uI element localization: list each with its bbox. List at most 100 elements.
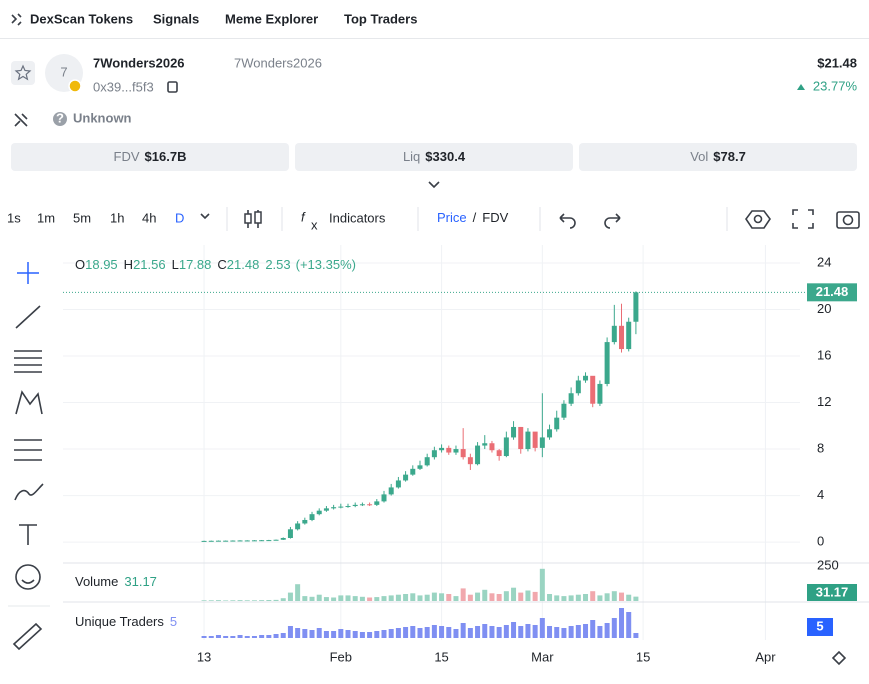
volume-bar [352, 596, 358, 601]
ohlc-key: O [75, 257, 85, 272]
volume-bar [395, 594, 401, 601]
volume-bar [633, 596, 639, 601]
interval-button[interactable]: D [175, 210, 184, 225]
star-button[interactable] [11, 61, 35, 85]
settings[interactable] [745, 210, 771, 229]
traders-bar [431, 625, 437, 638]
candle-body [532, 431, 538, 448]
candle-body [230, 540, 236, 542]
fullscreen[interactable] [792, 209, 814, 229]
crosshair-tool[interactable] [17, 262, 39, 284]
fx-icon: f [301, 209, 306, 224]
candle-body [561, 403, 567, 418]
interval-button[interactable]: 1h [110, 210, 124, 225]
brush-tool[interactable] [14, 483, 44, 501]
x-tick-label: 15 [434, 649, 448, 664]
interval-button[interactable]: 1m [37, 210, 55, 225]
candle-body [554, 417, 560, 430]
traders-bar [575, 625, 581, 638]
nav: DexScan Tokens Signals Meme Explorer Top… [0, 11, 869, 39]
candle-body [280, 538, 286, 540]
candle-body [331, 507, 337, 509]
traders-bar [525, 624, 531, 638]
candle-body [547, 429, 553, 438]
expand-icon[interactable] [428, 181, 440, 189]
interval-button[interactable]: 4h [142, 210, 156, 225]
volume-bar [475, 592, 481, 601]
indicators-button[interactable]: Indicators [329, 210, 386, 225]
candle-body [381, 494, 387, 502]
legend-value: 31.17 [124, 574, 157, 589]
ohlc-key: H [124, 257, 133, 272]
traders-bar [295, 628, 301, 638]
last-price-tag [807, 283, 857, 302]
stat-box [579, 143, 857, 171]
nav-item[interactable]: Signals [153, 11, 199, 26]
volume-bar [590, 591, 596, 601]
price-toggle[interactable]: Price [437, 210, 467, 225]
traders-bar [266, 635, 272, 638]
screenshot[interactable] [836, 211, 860, 229]
y-tick-label: 24 [817, 254, 831, 269]
interval-button[interactable]: 1s [7, 210, 21, 225]
candle-body [446, 447, 452, 453]
volume-bar [410, 593, 416, 601]
traders-bar [201, 636, 207, 638]
copy-icon[interactable] [167, 81, 178, 93]
fib-tool[interactable] [14, 350, 42, 373]
volume-bar [237, 600, 243, 601]
axis-settings[interactable] [831, 650, 847, 666]
stat-value: $78.7 [713, 149, 746, 164]
traders-bar [633, 633, 639, 638]
volume-bar [597, 595, 603, 601]
candle-body [259, 540, 265, 542]
volume-bar [381, 596, 387, 601]
stat-value: $16.7B [145, 149, 187, 164]
pattern-tool[interactable] [15, 390, 43, 415]
emoji-tool[interactable] [15, 564, 41, 590]
star-icon [14, 64, 32, 81]
social-icon[interactable] [14, 113, 28, 127]
volume-bar [467, 594, 473, 601]
logo-icon [11, 13, 22, 26]
drawing-tools [8, 262, 50, 651]
volume-bar [525, 590, 531, 601]
text-tool[interactable] [19, 524, 37, 545]
candle-body [568, 393, 574, 404]
traders-bar [251, 636, 257, 638]
volume-bar [496, 594, 502, 601]
interval-dropdown[interactable] [200, 213, 210, 220]
candle-body [316, 510, 322, 515]
volume-bar [604, 593, 610, 601]
candle-body [431, 450, 437, 458]
traders-bar [208, 636, 214, 638]
traders-tag-label: 5 [816, 618, 823, 633]
emoji-tool [21, 579, 35, 584]
line-tool[interactable] [15, 305, 41, 329]
volume-bar [388, 595, 394, 601]
candle-body [388, 487, 394, 495]
ohlc-key: L [172, 257, 179, 272]
token-price: $21.48 [817, 55, 857, 70]
traders-bar [611, 618, 617, 638]
nav-item[interactable]: Top Traders [344, 11, 417, 26]
candle-body [302, 519, 308, 524]
ruler-tool[interactable] [12, 622, 43, 651]
fdv-toggle[interactable]: FDV [482, 210, 508, 225]
interval-button[interactable]: 5m [73, 210, 91, 225]
traders-bar [439, 626, 445, 638]
last-price-label: 21.48 [816, 284, 849, 299]
prediction-tool[interactable] [14, 439, 42, 461]
legend-value: 5 [170, 614, 177, 629]
traders-bar [460, 623, 466, 638]
redo[interactable] [604, 213, 621, 229]
undo[interactable] [559, 213, 576, 229]
nav-item[interactable]: Meme Explorer [225, 11, 318, 26]
nav-item[interactable]: DexScan Tokens [30, 11, 133, 26]
y-tick-label: 12 [817, 394, 831, 409]
x-tick-label: Mar [531, 649, 554, 664]
traders-bar [223, 636, 229, 638]
y-tick-label: 20 [817, 301, 831, 316]
volume-tag-label: 31.17 [816, 584, 849, 599]
